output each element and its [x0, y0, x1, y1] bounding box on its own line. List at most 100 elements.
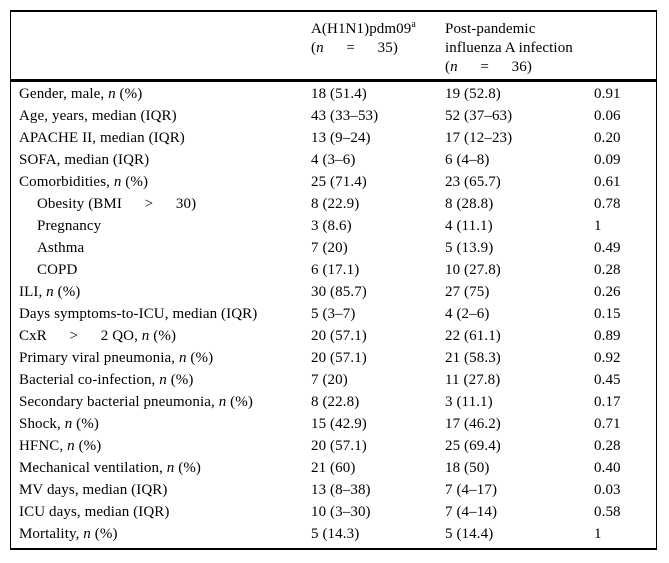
text-part: Shock, — [19, 415, 65, 432]
column-title-h1n1: A(H1N1)pdm09a — [311, 20, 445, 39]
text-part: Gender, male, — [19, 85, 109, 102]
p-value: 0.09 — [594, 151, 621, 168]
row-label: MV days, median (IQR) — [19, 482, 311, 499]
p-value: 0.49 — [594, 239, 621, 256]
column-n-count-postpandemic: (n = 36) — [445, 58, 594, 77]
p-value: 0.17 — [594, 393, 621, 410]
table-row: Mechanical ventilation, n (%) 21 (60) 18 (… — [11, 457, 656, 479]
value-postpandemic: 5 (14.4) — [445, 525, 494, 542]
italic-n: n — [166, 459, 175, 476]
row-label: Bacterial co-infection, n (%) — [19, 372, 311, 389]
text-part: (%) — [226, 393, 253, 410]
row-label: Asthma — [19, 240, 311, 257]
row-label: APACHE II, median (IQR) — [19, 130, 311, 147]
value-h1n1pdm09: 5 (14.3) — [311, 525, 360, 542]
table-row: APACHE II, median (IQR) 13 (9–24) 17 (12–2… — [11, 127, 656, 149]
value-h1n1pdm09: 15 (42.9) — [311, 415, 367, 432]
p-value: 0.28 — [594, 261, 621, 278]
value-postpandemic: 19 (52.8) — [445, 85, 501, 102]
text-part: HFNC, — [19, 437, 68, 454]
table-row: MV days, median (IQR) 13 (8–38) 7 (4–17) 0.… — [11, 479, 656, 501]
table-row: SOFA, median (IQR) 4 (3–6) 6 (4–8) 0.09 — [11, 149, 656, 171]
text-part: ( — [311, 40, 317, 56]
row-label: CxR > 2 QO, n (%) — [19, 328, 311, 345]
row-label: Mortality, n (%) — [19, 526, 311, 543]
row-label: Age, years, median (IQR) — [19, 108, 311, 125]
text-part: (%) — [121, 173, 149, 190]
table-row: Obesity (BMI > 30) 8 (22.9) 8 (28.8) 0.78 — [11, 193, 656, 215]
text-part: (%) — [174, 459, 202, 476]
text-part: Asthma — [37, 239, 85, 256]
column-n-count-h1n1: (n = 35) — [311, 39, 445, 58]
column-header-h1n1pdm09: A(H1N1)pdm09a (n = 35) — [311, 20, 445, 79]
text-part: CxR > 2 QO, — [19, 327, 142, 344]
row-label: Mechanical ventilation, n (%) — [19, 460, 311, 477]
value-h1n1pdm09: 5 (3–7) — [311, 305, 356, 322]
row-label: Gender, male, n (%) — [19, 86, 311, 103]
table-row: Age, years, median (IQR) 43 (33–53) 52 (37… — [11, 105, 656, 127]
p-value: 0.78 — [594, 195, 621, 212]
value-h1n1pdm09: 20 (57.1) — [311, 349, 367, 366]
text-part: Bacterial co-infection, — [19, 371, 160, 388]
text-part: (%) — [115, 85, 143, 102]
text-part: = 35) — [323, 40, 398, 56]
text-part: SOFA, median (IQR) — [19, 151, 150, 168]
value-h1n1pdm09: 7 (20) — [311, 371, 348, 388]
italic-n: n — [450, 59, 458, 75]
text-part: (%) — [74, 437, 102, 454]
italic-n: n — [46, 283, 54, 300]
italic-n: n — [218, 393, 227, 410]
value-postpandemic: 8 (28.8) — [445, 195, 494, 212]
text-part: Pregnancy — [37, 217, 102, 234]
table-header-row: A(H1N1)pdm09a (n = 35) Post-pandemic inf… — [11, 12, 656, 82]
value-h1n1pdm09: 43 (33–53) — [311, 107, 379, 124]
value-h1n1pdm09: 8 (22.9) — [311, 195, 360, 212]
comparison-table: A(H1N1)pdm09a (n = 35) Post-pandemic inf… — [10, 10, 657, 550]
text-part: Comorbidities, — [19, 173, 114, 190]
text-part: Primary viral pneumonia, — [19, 349, 179, 366]
value-h1n1pdm09: 4 (3–6) — [311, 151, 356, 168]
row-label: Primary viral pneumonia, n (%) — [19, 350, 311, 367]
p-value: 0.06 — [594, 107, 621, 124]
table-row: Shock, n (%) 15 (42.9) 17 (46.2) 0.71 — [11, 413, 656, 435]
value-h1n1pdm09: 25 (71.4) — [311, 173, 367, 190]
p-value: 1 — [594, 525, 602, 542]
text-part: MV days, median (IQR) — [19, 481, 168, 498]
p-value: 0.26 — [594, 283, 621, 300]
value-h1n1pdm09: 20 (57.1) — [311, 437, 367, 454]
p-value: 0.61 — [594, 173, 621, 190]
value-postpandemic: 7 (4–17) — [445, 481, 498, 498]
value-postpandemic: 11 (27.8) — [445, 371, 501, 388]
value-h1n1pdm09: 7 (20) — [311, 239, 348, 256]
row-label: HFNC, n (%) — [19, 438, 311, 455]
p-value: 0.03 — [594, 481, 621, 498]
table-row: Bacterial co-infection, n (%) 7 (20) 11 (2… — [11, 369, 656, 391]
p-value: 0.89 — [594, 327, 621, 344]
text-part: Mortality, — [19, 525, 84, 542]
italic-n: n — [113, 173, 122, 190]
text-part: ( — [445, 59, 451, 75]
p-value: 0.15 — [594, 305, 621, 322]
table-row: CxR > 2 QO, n (%) 20 (57.1) 22 (61.1) 0.89 — [11, 325, 656, 347]
text-part: Days symptoms-to-ICU, median (IQR) — [19, 305, 258, 322]
text-part: Secondary bacterial pneumonia, — [19, 393, 219, 410]
value-postpandemic: 17 (46.2) — [445, 415, 501, 432]
row-label: ILI, n (%) — [19, 284, 311, 301]
value-h1n1pdm09: 8 (22.8) — [311, 393, 360, 410]
value-postpandemic: 21 (58.3) — [445, 349, 501, 366]
column-title-postpandemic-line2: influenza A infection — [445, 40, 573, 56]
text-part: (%) — [72, 415, 99, 432]
table-row: ICU days, median (IQR) 10 (3–30) 7 (4–14) 0… — [11, 501, 656, 523]
table-row: Secondary bacterial pneumonia, n (%) 8 (2… — [11, 391, 656, 413]
text-part: Obesity (BMI > 30) — [37, 195, 197, 212]
italic-n: n — [67, 437, 75, 454]
row-label: Pregnancy — [19, 218, 311, 235]
text-part: (%) — [166, 371, 194, 388]
italic-n: n — [64, 415, 73, 432]
value-h1n1pdm09: 21 (60) — [311, 459, 356, 476]
column-header-pvalue — [594, 20, 656, 79]
value-h1n1pdm09: 3 (8.6) — [311, 217, 352, 234]
text-part: Mechanical ventilation, — [19, 459, 167, 476]
text-part: (%) — [90, 525, 118, 542]
